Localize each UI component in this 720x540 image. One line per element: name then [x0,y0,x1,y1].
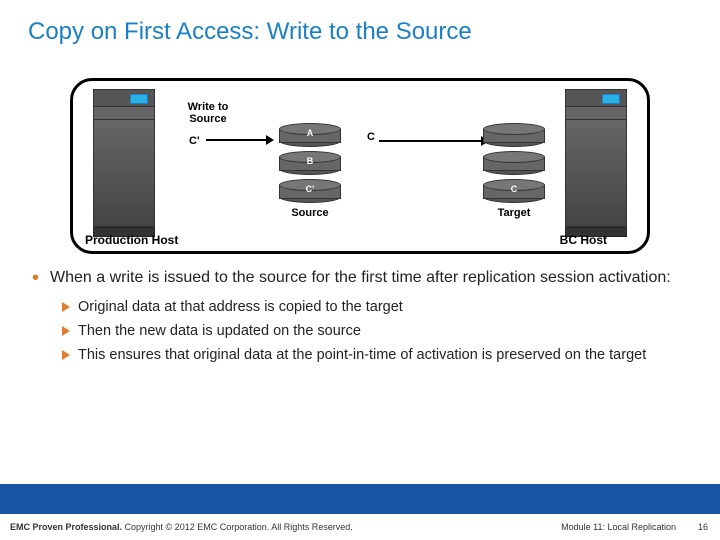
disk-t1 [483,123,545,147]
page-title: Copy on First Access: Write to the Sourc… [0,0,720,46]
sub-bullet-list: Original data at that address is copied … [62,298,686,364]
sub-bullet-1: Original data at that address is copied … [62,298,686,316]
bullet-section: When a write is issued to the source for… [36,268,686,370]
footer-page-number: 16 [698,522,708,532]
disk-a: A [279,123,341,147]
lead-bullet: When a write is issued to the source for… [36,268,686,288]
target-db-stack: C Target [483,123,545,219]
bc-host-label: BC Host [560,233,607,247]
diagram-container: Write to Source C' C A B C' Source C Tar… [70,78,650,254]
disk-t2 [483,151,545,175]
sub-bullet-3: This ensures that original data at the p… [62,346,686,364]
disk-cprime: C' [279,179,341,203]
arrow-write-icon [206,135,274,145]
c-move-label: C [367,131,375,143]
source-title: Source [279,207,341,219]
sub-bullet-2: Then the new data is updated on the sour… [62,322,686,340]
footer-bar [0,484,720,514]
footer-module: Module 11: Local Replication [561,522,676,532]
arrow-copy-icon [379,136,489,146]
target-title: Target [483,207,545,219]
disk-tc: C [483,179,545,203]
c-prime-label: C' [189,135,200,147]
disk-b: B [279,151,341,175]
write-to-source-label: Write to Source [178,101,238,125]
footer-copyright: EMC Proven Professional. Copyright © 201… [10,522,353,532]
production-host-label: Production Host [85,233,178,247]
bc-server-icon [565,89,627,237]
source-db-stack: A B C' Source [279,123,341,219]
production-server-icon [93,89,155,237]
